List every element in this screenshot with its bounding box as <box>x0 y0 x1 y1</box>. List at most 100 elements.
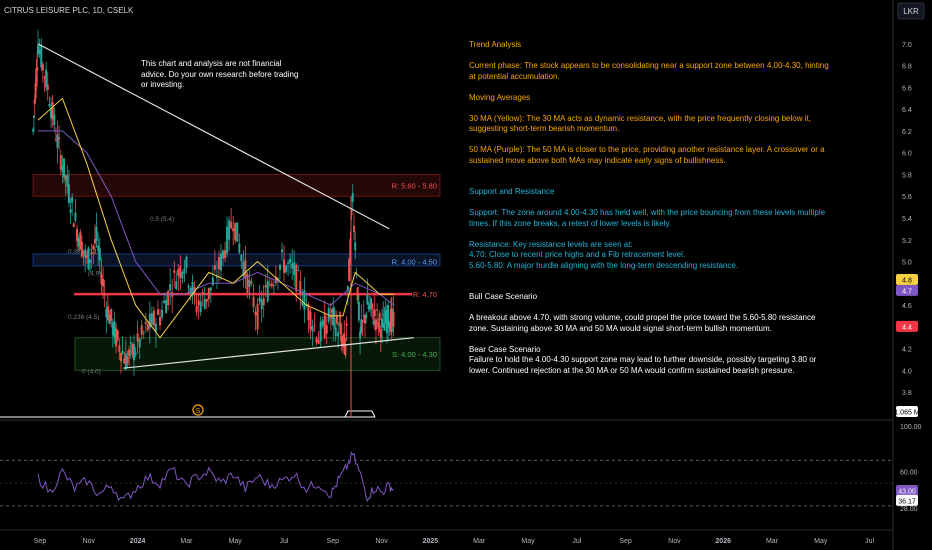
trend-heading: Trend Analysis <box>469 40 522 49</box>
candle-body <box>116 330 119 340</box>
time-tick-label: May <box>229 538 243 545</box>
candle-body <box>177 268 180 276</box>
time-tick-label: 2025 <box>423 538 439 545</box>
trendline-layer: S <box>37 43 414 416</box>
candle-body <box>297 270 300 272</box>
price-tick-label: 7.0 <box>902 42 912 49</box>
candle-body <box>74 212 77 221</box>
candle-body <box>373 309 376 317</box>
resistance-zone-high <box>32 173 441 197</box>
price-tick-label: 4.2 <box>902 347 912 354</box>
descending-trendline <box>37 43 390 230</box>
price-tick-label: 6.4 <box>902 107 912 114</box>
chart-grid <box>0 0 894 550</box>
candle-body <box>392 311 395 327</box>
sr-heading: Support and Resistance <box>469 187 555 196</box>
event-marker-label: S <box>196 408 201 415</box>
time-tick-label: Jul <box>280 538 289 545</box>
support-zone-label: S: 4.00 - 4.30 <box>392 350 437 359</box>
candle-body <box>234 222 237 241</box>
candle-body <box>140 325 143 335</box>
resistance-intro: Resistance: Key resistance levels are se… <box>469 239 633 249</box>
candle-body <box>106 306 109 320</box>
candle-body <box>356 287 359 301</box>
candle-body <box>110 308 113 321</box>
candle-body <box>205 298 208 302</box>
candle-body <box>181 272 184 279</box>
candle-body <box>51 102 54 120</box>
resistance-line-label: R: 4.70 <box>413 290 437 299</box>
candle-body <box>360 319 363 333</box>
candle-body <box>315 337 318 343</box>
candle-body <box>240 254 243 261</box>
candle-body <box>362 315 365 317</box>
candle-body <box>246 274 249 293</box>
candle-body <box>220 253 222 271</box>
price-tick-label: 5.0 <box>902 260 912 267</box>
candle-body <box>95 227 98 241</box>
ma-heading: Moving Averages <box>469 92 531 102</box>
time-tick-label: Mar <box>180 538 193 545</box>
volume-badge-bg <box>896 406 918 417</box>
time-tick-label: Nov <box>375 538 388 545</box>
candle-body <box>226 226 229 254</box>
candle-body <box>378 312 381 321</box>
candle-body <box>228 220 231 240</box>
candle-body <box>325 325 328 334</box>
currency-button-bg[interactable] <box>897 2 925 20</box>
candle-body <box>58 137 61 140</box>
ma50-text: 50 MA (Purple): The 50 MA is closer to t… <box>469 145 825 165</box>
fib-label: 0.236 (4.5) <box>68 314 99 321</box>
candle-body <box>268 284 271 286</box>
candle-body <box>346 286 349 292</box>
candle-body <box>238 243 241 253</box>
candle-body <box>377 322 380 329</box>
candle-body <box>256 303 259 330</box>
currency-button[interactable]: LKR <box>903 7 919 16</box>
candle-body <box>207 288 210 300</box>
candle-body <box>342 335 344 341</box>
candle-body <box>252 296 255 307</box>
rsi-signal-badge-bg <box>896 494 918 506</box>
fib-label: 0.5 (5.4) <box>150 216 174 223</box>
candle-body <box>169 284 172 291</box>
fib-label: (4.9) <box>88 270 101 277</box>
candle-body <box>111 322 114 336</box>
axes-layer: 7.06.86.66.46.26.05.85.65.45.25.04.84.64… <box>34 42 922 545</box>
candle-body <box>37 45 39 55</box>
price-tick-label: 5.2 <box>902 238 912 245</box>
candle-body <box>87 247 90 270</box>
candle-body <box>363 315 366 324</box>
candle-body <box>350 209 353 215</box>
candle-body <box>167 290 170 306</box>
candle-body <box>339 324 342 334</box>
candle-body <box>348 259 351 282</box>
resistance-zone-high-label: R: 5.60 - 5.80 <box>392 181 437 190</box>
candle-body <box>250 281 253 284</box>
candle-body <box>321 320 324 327</box>
candle-body <box>156 309 159 315</box>
candle-body <box>150 313 153 325</box>
candle-body <box>132 344 135 361</box>
candle-body <box>179 266 182 279</box>
candle-body <box>189 287 192 294</box>
candle-body <box>142 332 145 334</box>
candle-body <box>281 249 283 253</box>
candle-body <box>35 68 38 83</box>
support-text: Support: The zone around 4.00-4.30 has h… <box>469 208 826 228</box>
candle-body <box>36 67 39 71</box>
moving-average-layer <box>37 97 395 339</box>
candle-body <box>66 175 69 187</box>
time-tick-label: Mar <box>766 538 779 545</box>
candle-body <box>217 256 220 270</box>
candle-body <box>187 285 190 288</box>
candle-body <box>138 339 141 348</box>
candle-body <box>93 238 96 244</box>
candle-body <box>82 251 85 253</box>
candle-body <box>258 297 261 302</box>
candle-body <box>199 301 202 313</box>
candle-body <box>274 276 277 284</box>
candle-body <box>335 315 338 324</box>
candle-body <box>124 353 127 370</box>
